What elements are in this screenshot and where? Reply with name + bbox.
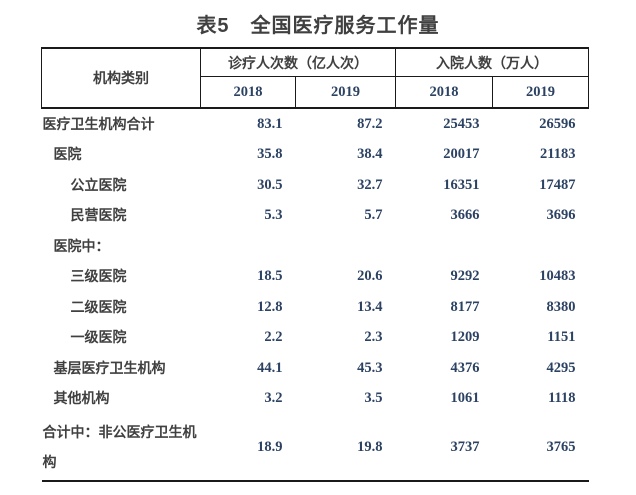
table-row-among-hospitals: 医院中： (42, 231, 589, 262)
cell-value: 4376 (450, 359, 480, 376)
table-row-primary-hospitals: 一级医院 2.2 2.3 1209 1151 (42, 323, 589, 354)
table-row-tertiary-hospitals: 三级医院 18.5 20.6 9292 10483 (42, 262, 589, 293)
cell-value: 87.2 (357, 115, 383, 132)
table-row-hospitals: 医院 35.8 38.4 20017 21183 (42, 140, 589, 171)
cell-value (493, 231, 589, 262)
table-title: 表5 全国医疗服务工作量 (196, 15, 440, 37)
column-header-institution-category: 机构类别 (41, 47, 201, 109)
year-header-row: 2018 2019 2018 2019 (42, 76, 589, 109)
group-header-row: 机构类别 诊疗人次数（亿人次） 入院人数（万人） (41, 47, 589, 109)
cell-value: 3765 (546, 438, 576, 455)
cell-value: 21183 (540, 146, 576, 163)
table-row-other-institutions: 其他机构 3.2 3.5 1061 1118 (42, 384, 589, 415)
column-header-admissions-2018: 2018 (395, 76, 493, 109)
table-row-grassroots-institutions: 基层医疗卫生机构 44.1 45.3 4376 4295 (42, 353, 589, 384)
cell-value: 25453 (443, 115, 480, 132)
cell-value: 5.7 (364, 207, 383, 224)
cell-value: 3.2 (264, 390, 283, 407)
cell-value: 3666 (450, 207, 480, 224)
cell-value: 44.1 (257, 359, 283, 376)
column-header-visits-2019: 2019 (295, 76, 396, 109)
row-label: 医疗卫生机构合计 (42, 115, 155, 132)
column-group-outpatient-visits: 诊疗人次数（亿人次） (200, 47, 396, 77)
row-label: 民营医院 (70, 207, 127, 223)
row-label: 一级医院 (70, 329, 127, 345)
table-header: 机构类别 诊疗人次数（亿人次） 入院人数（万人） 2018 2019 2018 … (41, 47, 589, 109)
table-row-private-hospitals: 民营医院 5.3 5.7 3666 3696 (42, 201, 589, 232)
table-row-total: 医疗卫生机构合计 83.1 87.2 25453 26596 (42, 108, 589, 140)
cell-value: 9292 (450, 268, 480, 285)
cell-value: 13.4 (357, 298, 383, 315)
cell-value: 32.7 (357, 176, 383, 193)
cell-value: 1151 (547, 329, 576, 346)
cell-value (396, 231, 493, 262)
row-label: 医院中： (53, 237, 110, 254)
table-row-public-hospitals: 公立医院 30.5 32.7 16351 17487 (42, 170, 589, 201)
table-row-non-public-institutions: 合计中：非公医疗卫生机构 18.9 19.8 3737 3765 (42, 414, 589, 481)
cell-value: 38.4 (357, 146, 383, 163)
cell-value (296, 231, 396, 262)
cell-value: 35.8 (257, 146, 283, 163)
cell-value: 10483 (539, 268, 576, 285)
table-row-secondary-hospitals: 二级医院 12.8 13.4 8177 8380 (42, 292, 589, 323)
cell-value: 18.9 (257, 438, 283, 455)
row-label: 二级医院 (70, 298, 127, 315)
cell-value: 8380 (546, 298, 576, 315)
cell-value: 18.5 (257, 268, 283, 285)
cell-value: 3.5 (364, 390, 383, 407)
row-label: 医院 (53, 146, 82, 162)
cell-value: 16351 (443, 176, 480, 193)
cell-value: 20.6 (357, 268, 383, 285)
cell-value: 1118 (548, 390, 576, 407)
cell-value: 3696 (546, 207, 576, 224)
cell-value: 4295 (546, 359, 576, 376)
column-header-visits-2018: 2018 (200, 76, 296, 109)
column-header-admissions-2019: 2019 (492, 76, 589, 109)
cell-value: 2.2 (264, 329, 283, 346)
cell-value: 8177 (450, 298, 480, 315)
cell-value: 2.3 (364, 329, 383, 346)
cell-value: 1061 (450, 390, 480, 407)
cell-value: 19.8 (357, 438, 383, 455)
cell-value: 26596 (539, 115, 576, 132)
cell-value: 20017 (443, 146, 480, 163)
cell-value: 30.5 (257, 176, 283, 193)
cell-value: 83.1 (257, 115, 283, 132)
cell-value: 3737 (450, 438, 480, 455)
cell-value: 12.8 (257, 298, 283, 315)
cell-value: 1209 (450, 329, 480, 346)
row-label: 公立医院 (70, 176, 127, 193)
medical-service-workload-table: 机构类别 诊疗人次数（亿人次） 入院人数（万人） 2018 2019 2018 … (41, 47, 589, 482)
row-label: 合计中：非公医疗卫生机构 (42, 424, 197, 470)
table-body: 医疗卫生机构合计 83.1 87.2 25453 26596 医院 35.8 3… (42, 108, 589, 481)
cell-value: 5.3 (264, 207, 283, 224)
row-label: 三级医院 (70, 268, 127, 284)
cell-value (201, 231, 296, 262)
column-group-hospital-admissions: 入院人数（万人） (395, 47, 589, 77)
row-label: 其他机构 (53, 390, 110, 406)
row-label: 基层医疗卫生机构 (53, 359, 166, 376)
cell-value: 17487 (539, 176, 576, 193)
cell-value: 45.3 (357, 359, 383, 376)
